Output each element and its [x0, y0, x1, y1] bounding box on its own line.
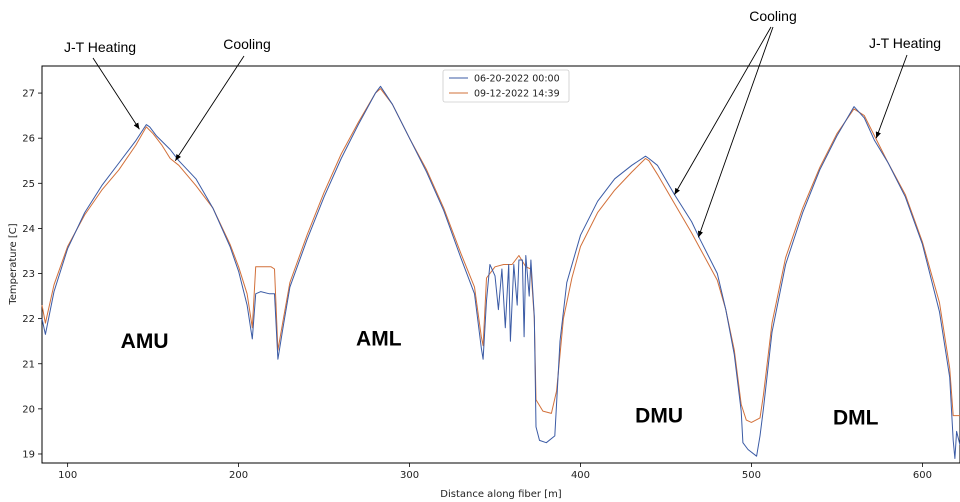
series-lines — [41, 85, 960, 459]
series-line-2 — [41, 88, 960, 423]
y-tick-label: 26 — [22, 134, 35, 145]
x-tick-label: 600 — [913, 470, 932, 481]
x-tick-label: 500 — [742, 470, 761, 481]
y-tick-label: 27 — [22, 89, 35, 100]
annotation-arrow-jt-heating-left — [92, 57, 140, 130]
x-tick-label: 200 — [229, 470, 248, 481]
annotation-arrow-cooling-right-1 — [674, 26, 772, 195]
legend-label-series-2: 09-12-2022 14:39 — [474, 89, 560, 100]
annotation-cooling-left: Cooling — [223, 36, 270, 52]
y-tick-label: 24 — [22, 224, 35, 235]
x-tick-label: 400 — [571, 470, 590, 481]
region-labels: AMU AML DMU DML — [121, 328, 879, 430]
legend-label-series-1: 06-20-2022 00:00 — [474, 74, 560, 85]
y-tick-label: 22 — [22, 314, 35, 325]
y-tick-label: 20 — [22, 404, 35, 415]
series-line-1 — [41, 85, 960, 459]
annotations: J-T Heating Cooling Cooling J-T Heating — [64, 8, 941, 238]
x-axis-label: Distance along fiber [m] — [440, 489, 562, 500]
y-axis-label: Temperature [C] — [8, 223, 19, 305]
annotation-jt-heating-right: J-T Heating — [869, 35, 941, 51]
legend-box — [442, 69, 570, 103]
region-label-aml: AML — [356, 328, 402, 351]
x-axis-ticks: 100 200 300 400 500 600 — [58, 463, 932, 481]
y-axis-ticks: 19 20 21 22 23 24 25 26 27 — [22, 89, 42, 460]
region-label-dmu: DMU — [635, 404, 683, 427]
annotation-jt-heating-left: J-T Heating — [64, 39, 136, 55]
y-tick-label: 21 — [22, 359, 35, 370]
region-label-dml: DML — [833, 407, 879, 430]
x-tick-label: 100 — [58, 470, 77, 481]
annotation-arrow-jt-heating-right — [875, 54, 908, 139]
plot-frame — [41, 65, 960, 464]
annotation-cooling-right: Cooling — [749, 8, 796, 24]
y-tick-label: 23 — [22, 269, 35, 280]
legend: 06-20-2022 00:00 09-12-2022 14:39 — [442, 69, 570, 103]
annotation-arrow-cooling-left — [174, 55, 245, 161]
y-tick-label: 25 — [22, 179, 35, 190]
y-tick-label: 19 — [22, 449, 35, 460]
annotation-arrow-cooling-right-2 — [697, 26, 774, 238]
region-label-amu: AMU — [121, 330, 169, 353]
x-tick-label: 300 — [400, 470, 419, 481]
